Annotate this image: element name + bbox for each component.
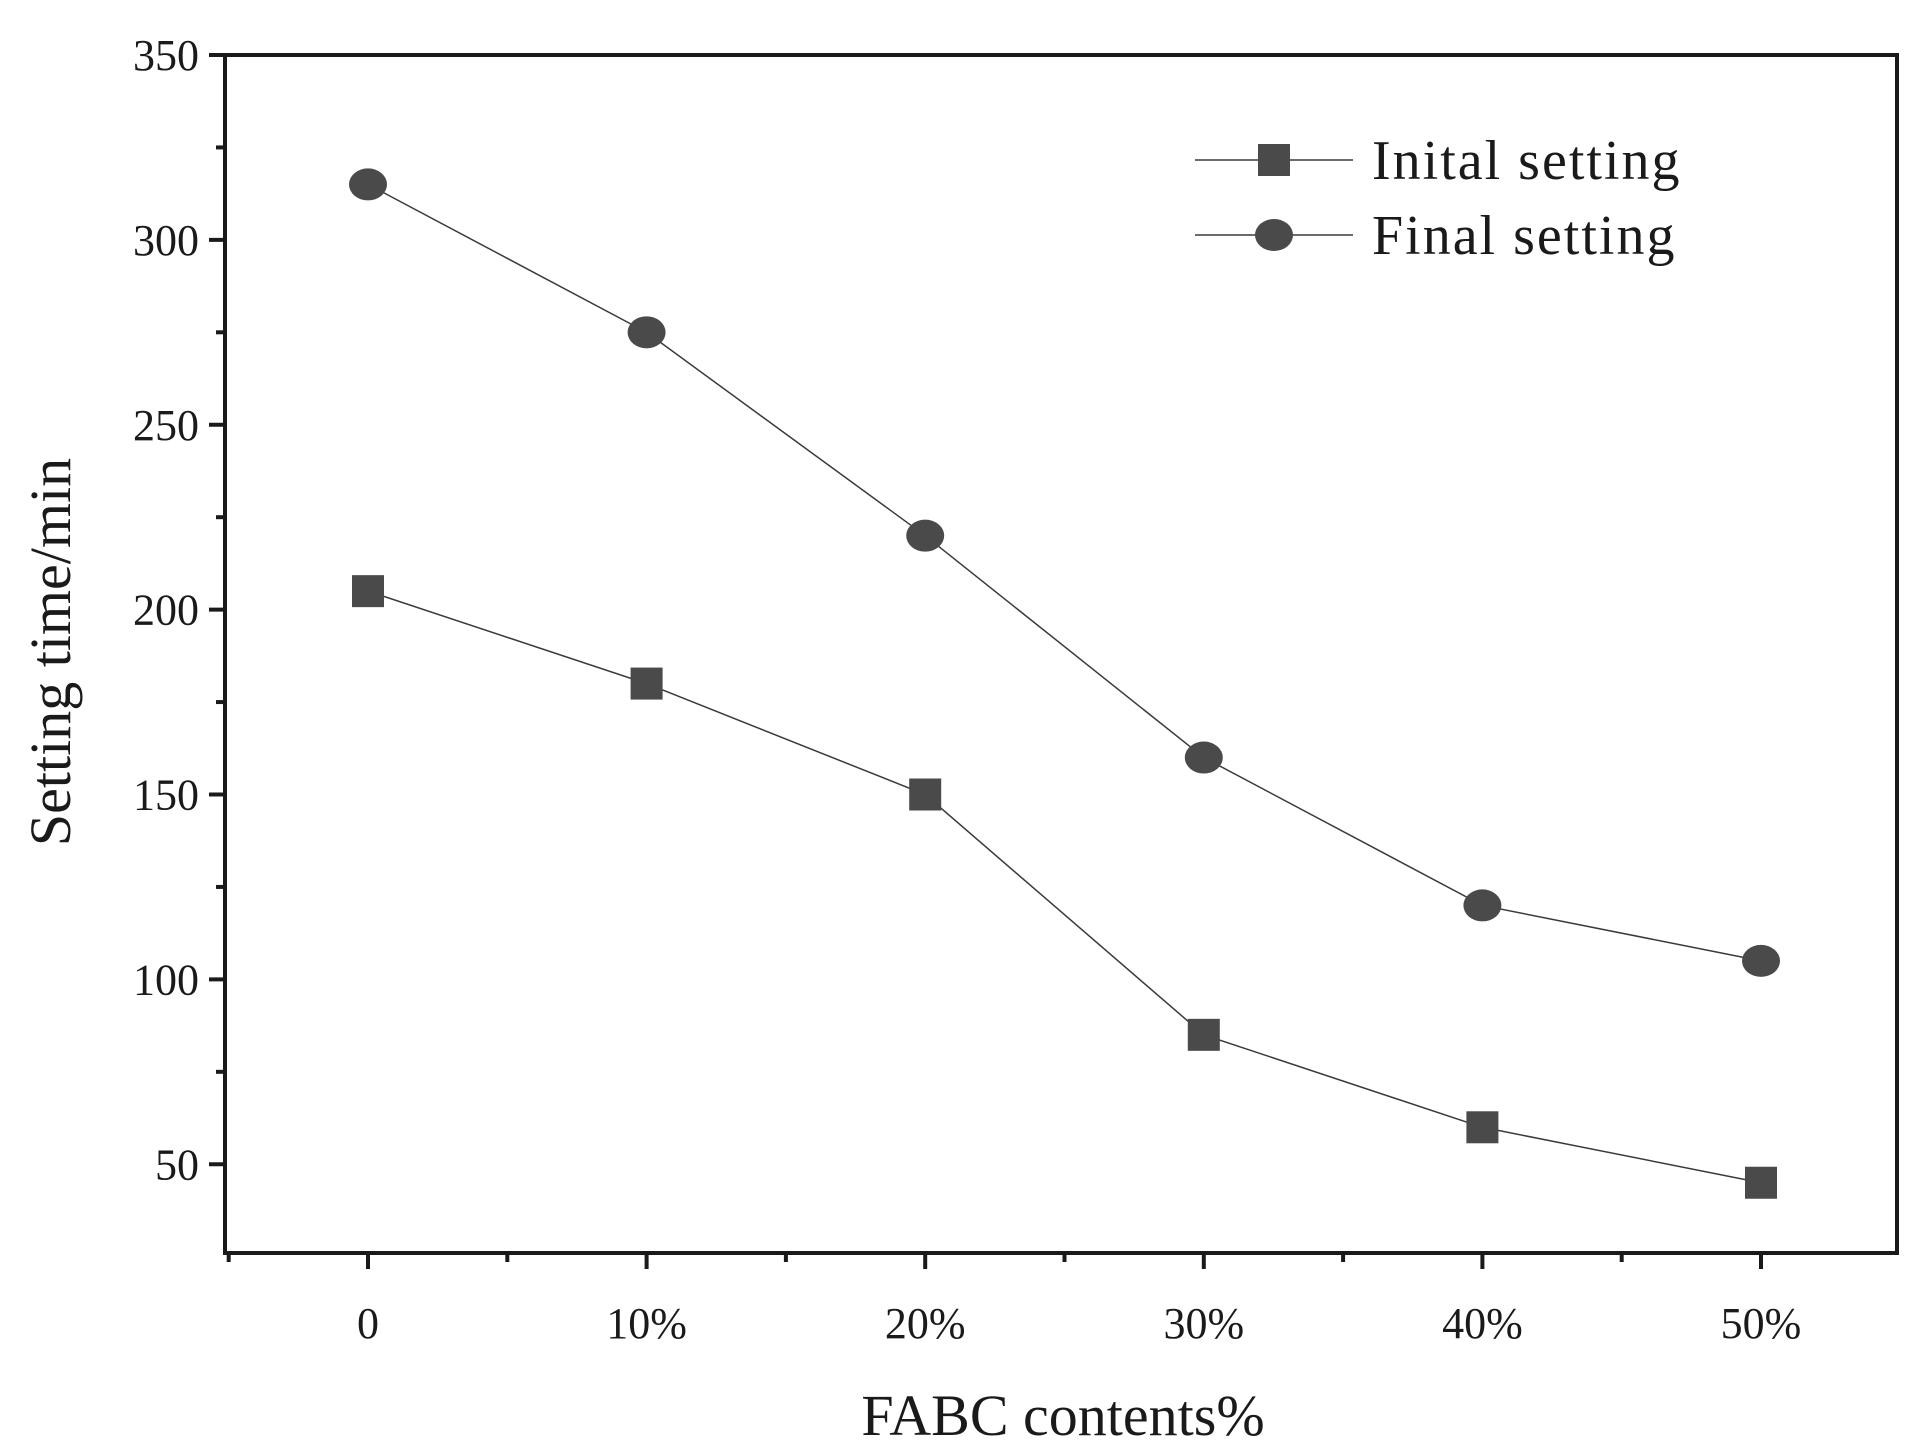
data-point-circle	[1184, 741, 1223, 774]
data-point-square	[909, 778, 942, 811]
series-line-circle	[367, 183, 1762, 962]
data-point-circle	[627, 316, 666, 349]
series-line-square	[367, 590, 1762, 1184]
data-point-square	[352, 575, 384, 608]
x-tick-label: 40%	[1442, 1299, 1523, 1348]
y-tick-label: 200	[133, 586, 199, 635]
y-tick-label: 350	[133, 31, 199, 80]
x-tick-label: 0	[357, 1299, 379, 1348]
data-point-square	[1745, 1166, 1777, 1199]
y-axis-title: Setting time/min	[18, 458, 83, 846]
tick-labels: 50 100 150 200 250 300 350 0 10% 20% 30% 40% 50%	[133, 31, 1801, 1348]
series	[349, 168, 1780, 1199]
data-point-circle	[906, 519, 945, 552]
legend-label: Inital setting	[1372, 130, 1682, 192]
x-tick-label: 20%	[885, 1299, 966, 1348]
data-point-square	[1466, 1111, 1499, 1144]
y-tick-label: 50	[155, 1140, 199, 1189]
x-tick-label: 10%	[606, 1299, 687, 1348]
y-tick-label: 300	[133, 216, 199, 265]
y-tick-label: 250	[133, 401, 199, 450]
legend: Inital setting Final setting	[1195, 130, 1682, 267]
data-point-circle	[1742, 944, 1780, 977]
x-tick-label: 30%	[1163, 1299, 1244, 1348]
y-tick-label: 150	[133, 771, 199, 820]
legend-marker-square	[1258, 144, 1290, 176]
data-point-circle	[1463, 889, 1502, 922]
axes	[209, 53, 1899, 1269]
data-point-square	[1187, 1018, 1220, 1051]
legend-label: Final setting	[1372, 205, 1676, 267]
data-point-circle	[349, 168, 387, 201]
legend-marker-circle	[1255, 219, 1293, 251]
plot-frame	[223, 53, 1899, 1255]
data-point-square	[630, 667, 663, 700]
x-tick-label: 50%	[1721, 1299, 1802, 1348]
x-axis-title: FABC contents%	[861, 1383, 1264, 1448]
y-tick-label: 100	[133, 955, 199, 1004]
